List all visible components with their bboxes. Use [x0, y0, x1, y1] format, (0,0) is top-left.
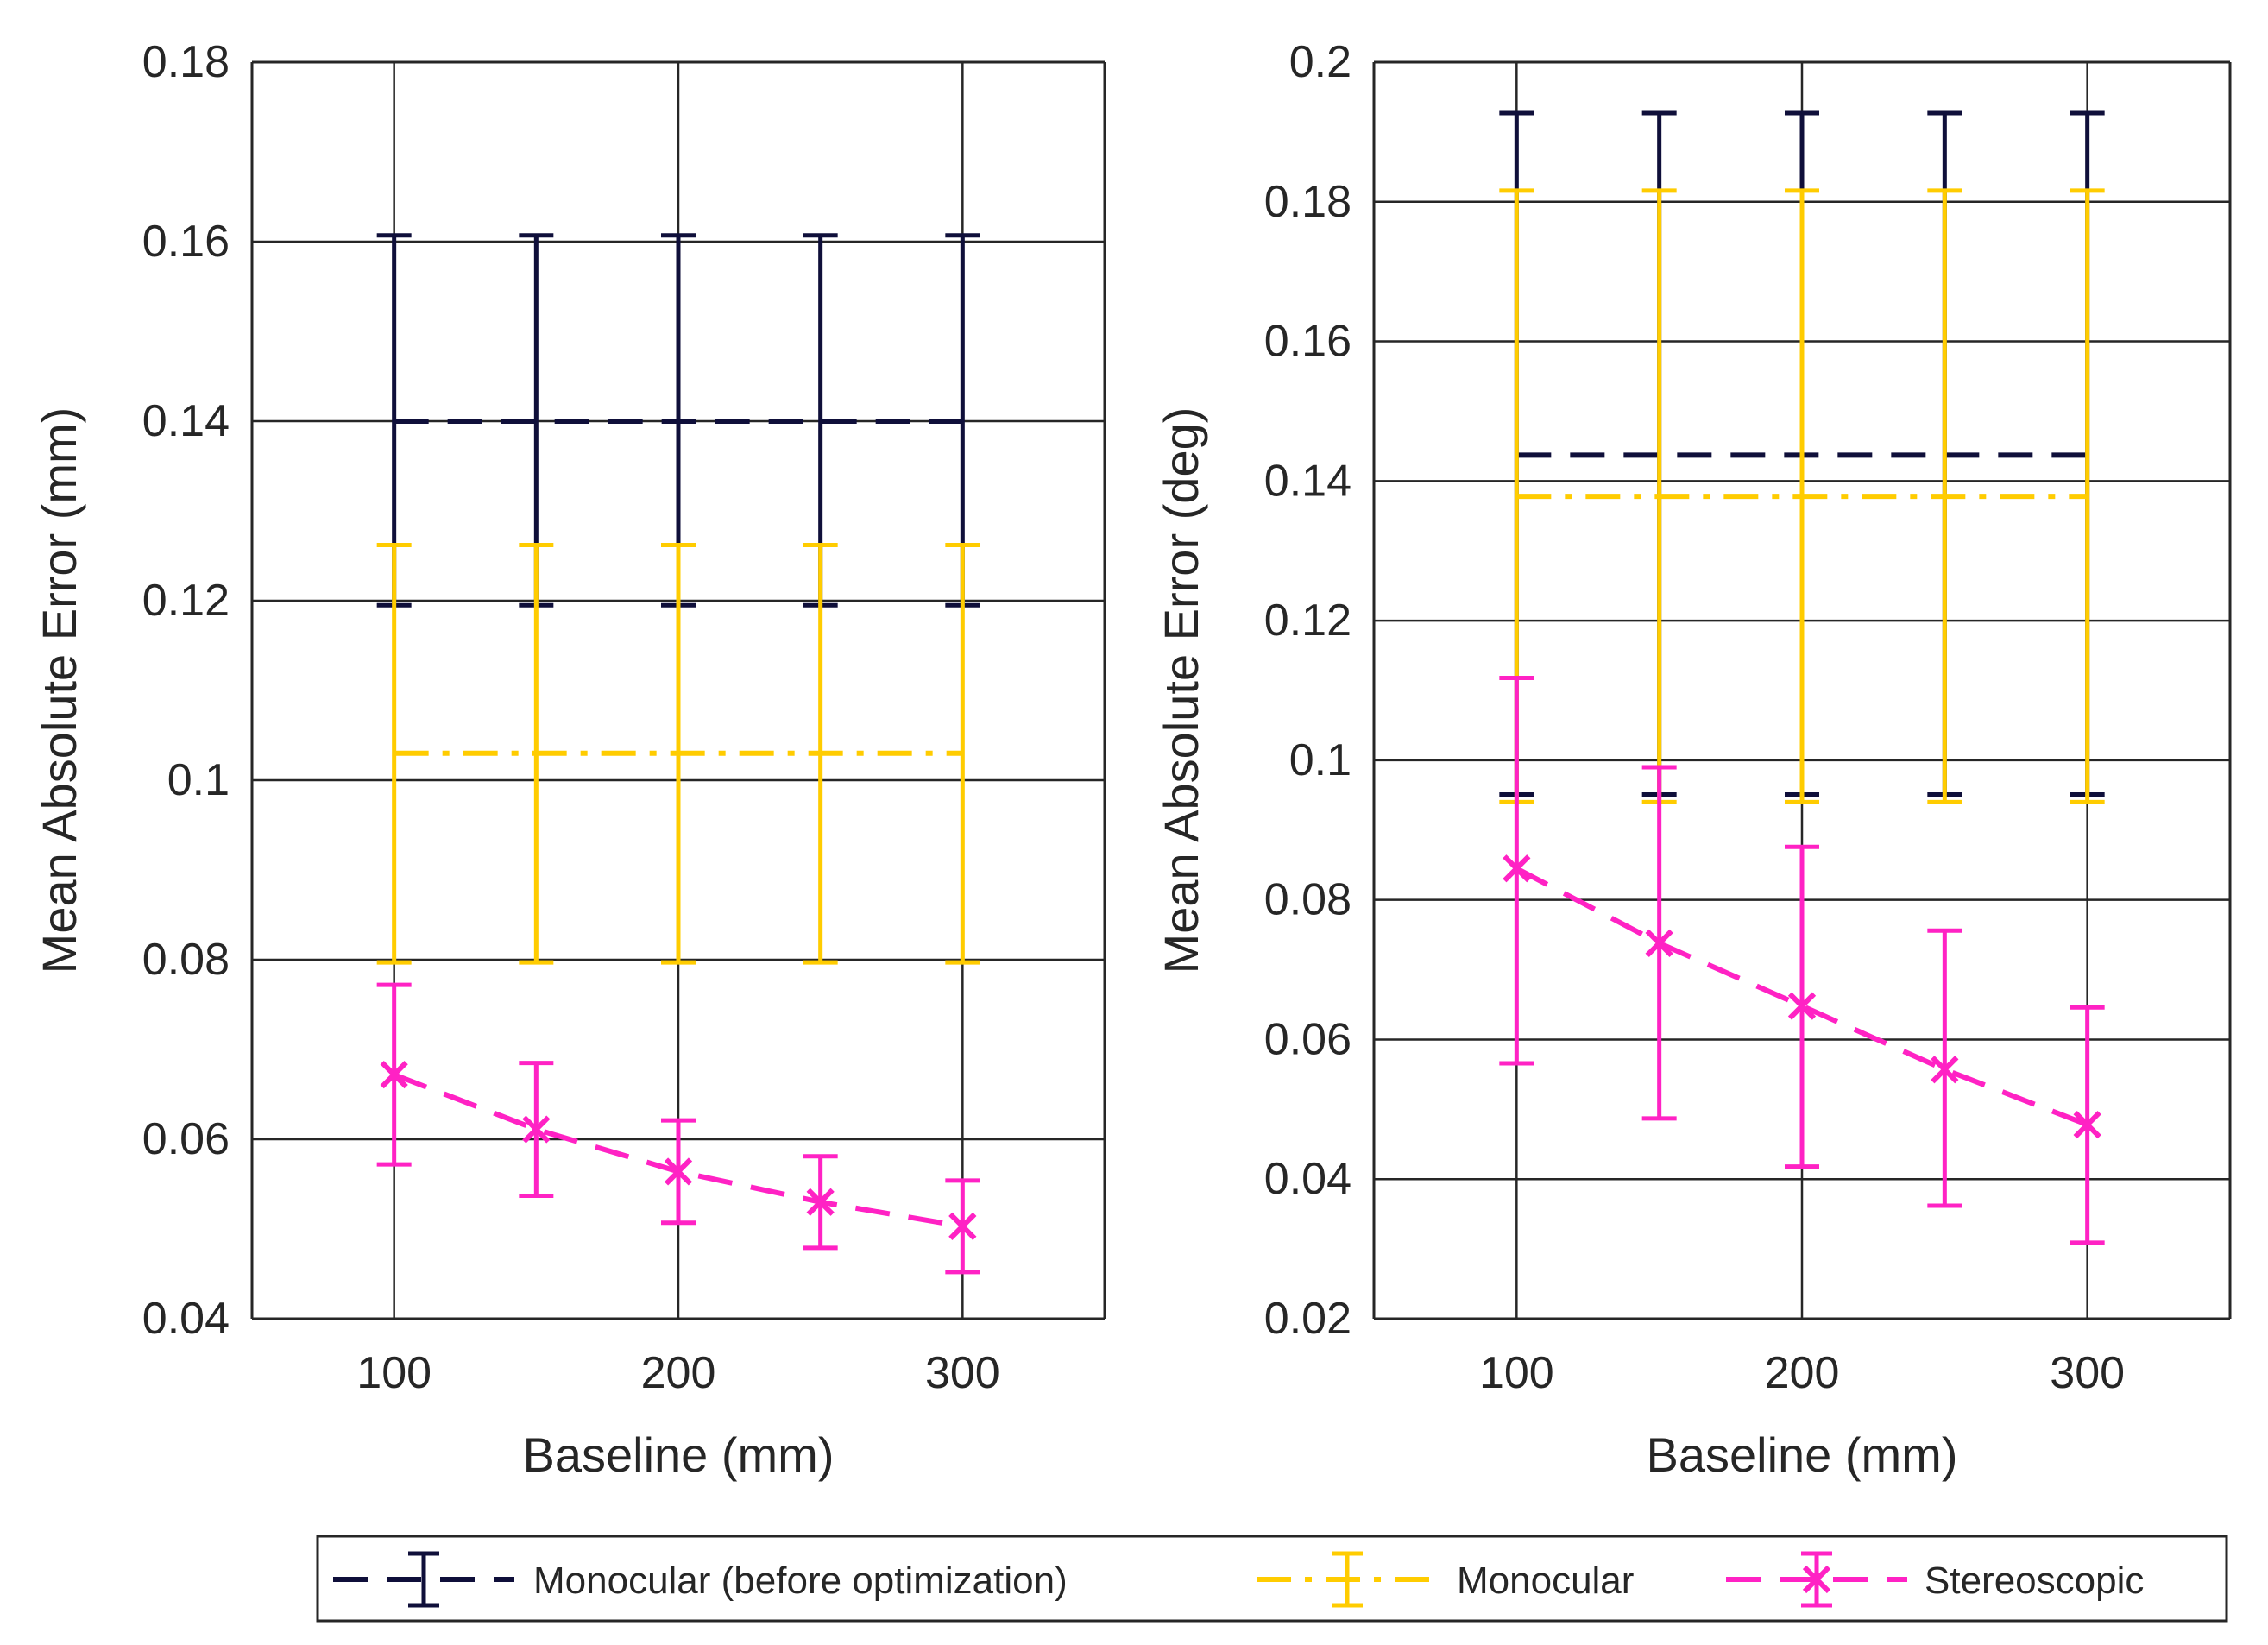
y-tick-label: 0.12: [142, 576, 230, 626]
y-tick-label: 0.16: [1264, 317, 1351, 367]
series-monocular: [376, 543, 980, 965]
legend-label-stereoscopic: Stereoscopic: [1925, 1560, 2144, 1602]
data-point-marker: [1645, 929, 1673, 957]
legend-entry-stereoscopic: Stereoscopic: [1726, 1551, 2144, 1608]
x-tick-label: 100: [1479, 1348, 1554, 1398]
legend-icon-monocular: [1257, 1551, 1438, 1608]
x-axis-label: Baseline (mm): [523, 1428, 835, 1482]
data-point-marker: [664, 1157, 693, 1186]
y-tick-label: 0.14: [142, 396, 230, 446]
data-point-marker: [380, 1060, 408, 1089]
x-tick-label: 200: [641, 1348, 716, 1398]
y-tick-label: 0.18: [1264, 177, 1351, 227]
legend-label-monocular: Monocular: [1457, 1560, 1634, 1602]
series-line: [1515, 866, 2088, 1127]
x-tick-label: 300: [925, 1348, 1000, 1398]
data-point-marker: [2073, 1111, 2101, 1139]
series-stereoscopic: [1499, 675, 2105, 1245]
data-point-marker: [806, 1188, 835, 1216]
legend-entry-monocular-before: Monocular (before optimization): [333, 1551, 1068, 1608]
y-axis-label: Mean Absolute Error (mm): [32, 407, 86, 974]
x-tick-label: 100: [356, 1348, 432, 1398]
y-tick-label: 0.02: [1264, 1294, 1351, 1344]
legend-icon-stereoscopic: [1726, 1551, 1907, 1608]
series-stereoscopic: [376, 982, 980, 1275]
data-point-marker: [1787, 992, 1817, 1020]
series-monocular: [1499, 188, 2105, 804]
x-axis-label: Baseline (mm): [1647, 1428, 1958, 1482]
y-tick-label: 0.04: [142, 1294, 230, 1344]
legend: Monocular (before optimization) Monocula…: [316, 1535, 2228, 1623]
data-point-marker: [1503, 854, 1531, 883]
y-tick-label: 0.04: [1264, 1154, 1351, 1204]
x-tick-label: 200: [1765, 1348, 1840, 1398]
y-axis-label: Mean Absolute Error (deg): [1154, 407, 1208, 974]
legend-entry-monocular: Monocular: [1257, 1551, 1634, 1608]
x-tick-label: 300: [2050, 1348, 2125, 1398]
y-tick-label: 0.18: [142, 37, 230, 87]
chart-mae-deg: 0.02 0.04 0.06 0.08 0.1 0.12 0.14 0.16 0.18 0.2 10…: [1154, 37, 2232, 1482]
legend-icon-monocular-before: [333, 1551, 514, 1608]
chart-mae-mm: 0.04 0.06 0.08 0.1 0.12 0.14 0.16 0.18 100 200 300…: [32, 37, 1106, 1482]
y-tick-label: 0.1: [167, 755, 230, 805]
data-point-marker: [948, 1212, 977, 1241]
y-tick-label: 0.14: [1264, 456, 1351, 506]
y-tick-label: 0.16: [142, 217, 230, 267]
y-tick-label: 0.08: [142, 935, 230, 985]
y-tick-label: 0.2: [1289, 37, 1351, 87]
legend-label-monocular-before: Monocular (before optimization): [533, 1560, 1068, 1602]
y-tick-label: 0.1: [1289, 735, 1351, 785]
y-tick-label: 0.12: [1264, 596, 1351, 646]
data-point-marker: [1931, 1056, 1959, 1084]
y-tick-label: 0.06: [142, 1114, 230, 1164]
y-tick-label: 0.06: [1264, 1014, 1351, 1064]
y-tick-label: 0.08: [1264, 875, 1351, 925]
data-point-marker: [522, 1115, 551, 1144]
